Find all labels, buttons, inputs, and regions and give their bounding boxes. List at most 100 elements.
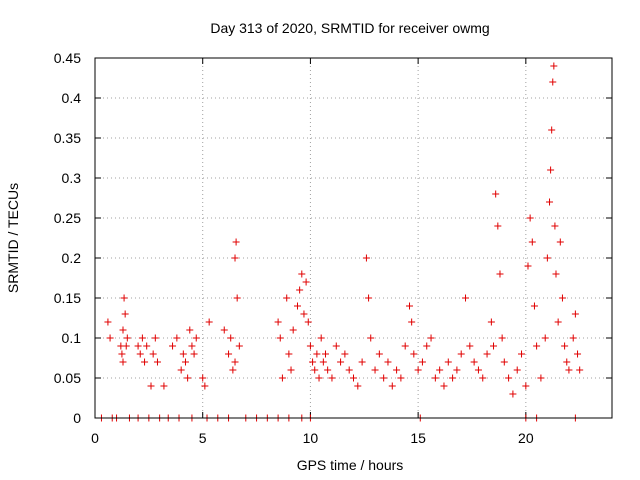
data-points: [97, 62, 584, 422]
data-point: [220, 326, 228, 334]
data-point: [530, 302, 538, 310]
data-point: [119, 358, 127, 366]
data-point: [315, 374, 323, 382]
data-point: [235, 342, 243, 350]
data-point: [498, 334, 506, 342]
data-point: [551, 222, 559, 230]
data-point: [543, 254, 551, 262]
data-point: [138, 334, 146, 342]
data-point: [367, 334, 375, 342]
data-point: [408, 318, 416, 326]
data-point: [492, 190, 500, 198]
data-point: [546, 198, 554, 206]
y-tick-label: 0.2: [62, 250, 82, 266]
data-point: [354, 382, 362, 390]
data-point: [324, 366, 332, 374]
data-point: [192, 334, 200, 342]
data-point: [184, 374, 192, 382]
data-point: [533, 342, 541, 350]
y-tick-label: 0.35: [54, 130, 81, 146]
data-point: [350, 374, 357, 382]
data-point: [276, 334, 284, 342]
data-point: [306, 342, 314, 350]
data-point: [393, 366, 401, 374]
data-point: [541, 334, 549, 342]
plot-frame: [94, 57, 613, 419]
data-point: [518, 350, 526, 358]
data-point: [134, 342, 142, 350]
y-tick-label: 0.25: [54, 210, 81, 226]
data-point: [302, 278, 310, 286]
data-point: [199, 374, 207, 382]
data-point: [321, 350, 329, 358]
data-point: [401, 342, 409, 350]
data-point: [332, 342, 340, 350]
data-point: [549, 78, 557, 86]
data-point: [232, 238, 240, 246]
data-point: [104, 318, 112, 326]
data-point: [565, 366, 573, 374]
data-point: [466, 342, 474, 350]
data-point: [371, 366, 379, 374]
data-point: [304, 318, 312, 326]
data-point: [548, 126, 556, 134]
data-point: [474, 366, 482, 374]
data-point: [561, 342, 569, 350]
data-point: [274, 318, 282, 326]
data-point: [233, 294, 241, 302]
axis-ticks: 0 0.05 0.1 0.15 0.2 0.25 0.3 0.35 0.4 0.45 0 5 10 15 2…: [54, 50, 612, 446]
data-point: [436, 366, 444, 374]
data-point: [526, 214, 534, 222]
data-point: [444, 358, 452, 366]
data-point: [490, 342, 498, 350]
data-point: [317, 334, 325, 342]
data-point: [123, 334, 131, 342]
data-point: [470, 358, 478, 366]
x-tick-label: 20: [518, 430, 534, 446]
data-point: [365, 294, 373, 302]
data-point: [118, 350, 126, 358]
data-point: [487, 318, 495, 326]
data-point: [513, 366, 521, 374]
data-point: [569, 334, 577, 342]
data-point: [121, 310, 129, 318]
y-tick-label: 0: [73, 410, 81, 426]
data-point: [186, 326, 194, 334]
data-point: [169, 342, 177, 350]
data-point: [283, 294, 291, 302]
data-point: [550, 62, 558, 70]
data-point: [205, 318, 213, 326]
data-point: [362, 254, 370, 262]
data-point: [522, 382, 530, 390]
data-point: [418, 358, 426, 366]
data-point: [143, 342, 151, 350]
data-point: [293, 302, 301, 310]
chart-title: Day 313 of 2020, SRMTID for receiver owm…: [210, 20, 489, 36]
data-point: [345, 366, 353, 374]
data-point: [328, 374, 336, 382]
data-point: [285, 350, 293, 358]
data-point: [479, 374, 487, 382]
data-point: [190, 350, 198, 358]
data-point: [552, 270, 560, 278]
data-point: [554, 318, 562, 326]
data-point: [298, 270, 306, 278]
data-point: [431, 374, 439, 382]
y-tick-label: 0.1: [62, 330, 82, 346]
data-point: [149, 350, 157, 358]
data-point: [462, 294, 470, 302]
y-tick-label: 0.4: [62, 90, 82, 106]
data-point: [440, 382, 448, 390]
data-point: [453, 366, 461, 374]
data-point: [558, 294, 566, 302]
data-point: [181, 358, 189, 366]
data-point: [225, 350, 233, 358]
x-tick-label: 10: [303, 430, 319, 446]
data-point: [341, 350, 349, 358]
data-point: [528, 238, 536, 246]
data-point: [227, 334, 235, 342]
data-point: [309, 358, 317, 366]
data-point: [119, 326, 127, 334]
data-point: [358, 358, 366, 366]
